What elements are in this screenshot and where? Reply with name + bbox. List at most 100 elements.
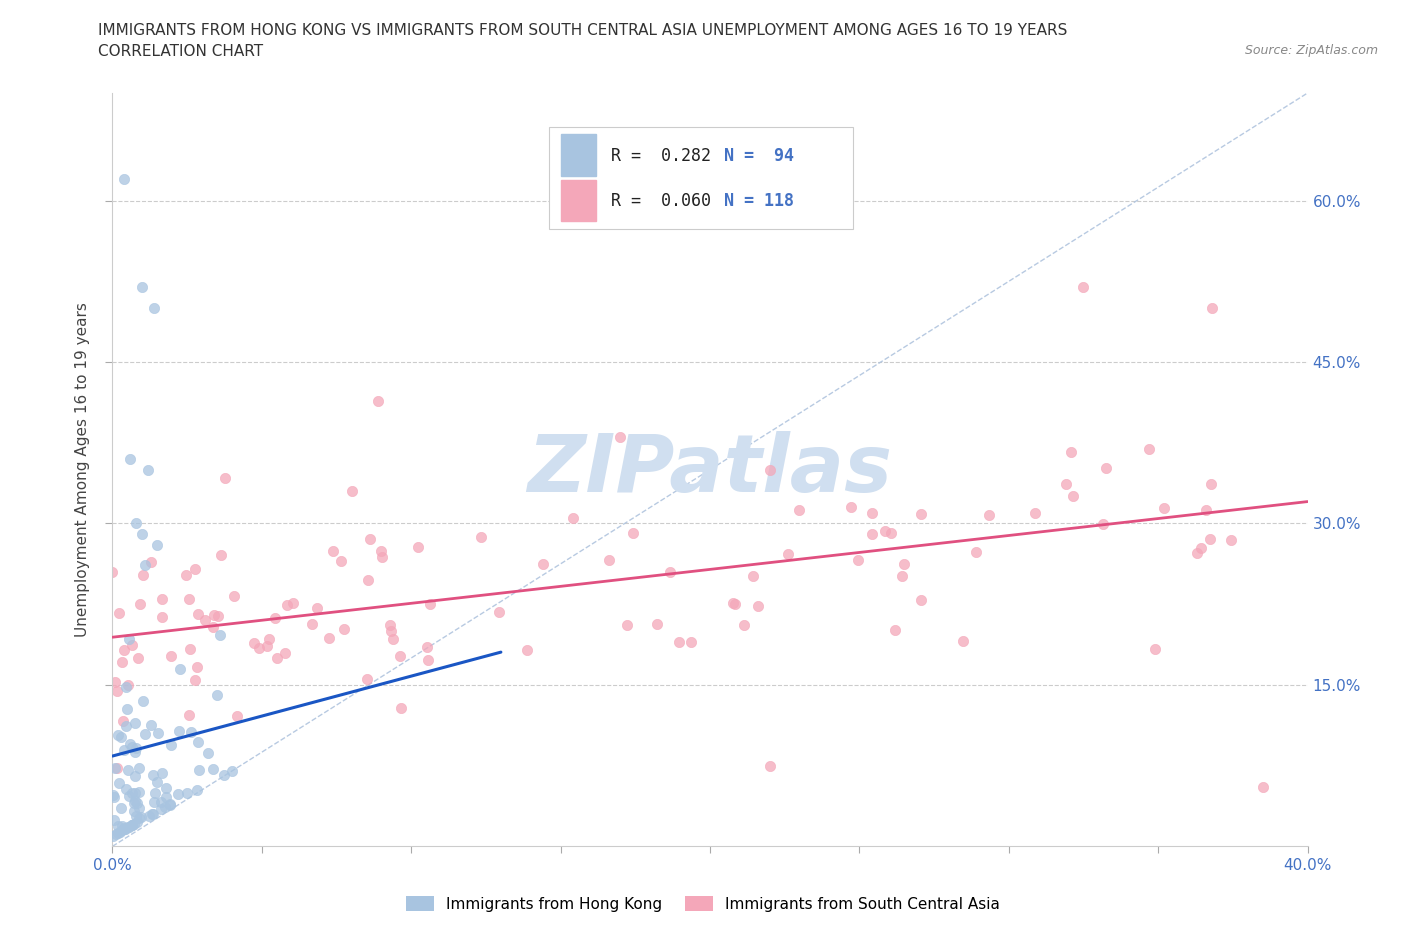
Point xyxy=(378,618,401,632)
Point xyxy=(122,796,145,811)
Point xyxy=(138,462,160,477)
Point xyxy=(128,760,150,775)
Point xyxy=(146,775,169,790)
Point xyxy=(121,817,143,832)
Point xyxy=(194,612,217,627)
Point xyxy=(222,589,245,604)
Point xyxy=(138,808,160,823)
Point xyxy=(121,817,143,832)
Point xyxy=(561,511,583,525)
Point xyxy=(276,597,298,612)
Point xyxy=(125,516,148,531)
Bar xyxy=(561,179,596,221)
Text: N =  94: N = 94 xyxy=(724,147,794,165)
Point xyxy=(724,596,747,611)
Point xyxy=(128,811,150,826)
Point xyxy=(860,506,883,521)
Point xyxy=(1060,445,1083,459)
Point xyxy=(891,569,914,584)
Point xyxy=(124,745,146,760)
Point xyxy=(1054,476,1077,491)
Point xyxy=(873,524,896,538)
Point xyxy=(187,735,209,750)
Point xyxy=(1189,540,1212,555)
Point xyxy=(167,724,190,738)
Point xyxy=(658,565,681,579)
Point xyxy=(121,817,143,832)
Text: IMMIGRANTS FROM HONG KONG VS IMMIGRANTS FROM SOUTH CENTRAL ASIA UNEMPLOYMENT AMO: IMMIGRANTS FROM HONG KONG VS IMMIGRANTS … xyxy=(98,23,1067,38)
Text: Source: ZipAtlas.com: Source: ZipAtlas.com xyxy=(1244,44,1378,57)
Point xyxy=(131,279,153,294)
Point xyxy=(186,782,208,797)
Point xyxy=(197,745,219,760)
Point xyxy=(124,786,146,801)
Point xyxy=(179,642,201,657)
Point xyxy=(388,648,411,663)
Point xyxy=(141,806,163,821)
Point xyxy=(112,743,135,758)
Point xyxy=(910,593,932,608)
Point xyxy=(723,596,745,611)
Point xyxy=(322,543,344,558)
Point xyxy=(107,728,129,743)
Point xyxy=(247,641,270,656)
Point xyxy=(101,828,124,843)
Point xyxy=(104,675,127,690)
Point xyxy=(778,546,800,561)
Point xyxy=(160,737,183,752)
Point xyxy=(142,795,165,810)
Point xyxy=(122,804,145,818)
Point xyxy=(214,471,236,485)
Point xyxy=(741,568,763,583)
Point xyxy=(357,572,380,587)
Point xyxy=(139,554,162,569)
Point xyxy=(107,761,129,776)
Point xyxy=(117,677,139,692)
Point xyxy=(177,591,200,606)
Point xyxy=(1251,779,1274,794)
Point xyxy=(225,709,247,724)
Point xyxy=(118,737,141,751)
Point xyxy=(125,740,148,755)
Point xyxy=(107,825,129,840)
Point xyxy=(103,788,125,803)
Point xyxy=(107,605,129,620)
Point xyxy=(129,597,152,612)
Point xyxy=(1201,300,1223,315)
Point xyxy=(893,556,915,571)
Point xyxy=(110,801,132,816)
Point xyxy=(114,680,136,695)
Point xyxy=(846,552,869,567)
Point xyxy=(159,796,181,811)
Point xyxy=(1062,489,1084,504)
Point xyxy=(176,786,198,801)
Point xyxy=(1094,460,1116,475)
Point xyxy=(1091,516,1114,531)
Point xyxy=(111,823,134,838)
Point xyxy=(880,526,903,541)
Point xyxy=(146,725,169,740)
Point xyxy=(733,618,755,632)
Point xyxy=(1198,531,1220,546)
Point xyxy=(117,820,139,835)
Point xyxy=(531,556,554,571)
Point xyxy=(187,606,209,621)
Point xyxy=(150,591,173,606)
Point xyxy=(380,624,402,639)
Point xyxy=(359,531,381,546)
Point xyxy=(150,609,173,624)
Point xyxy=(107,818,129,833)
Point xyxy=(159,648,181,663)
Point xyxy=(862,526,884,541)
Point xyxy=(340,484,363,498)
Point xyxy=(305,601,328,616)
Point xyxy=(208,628,231,643)
Point xyxy=(330,553,353,568)
Point xyxy=(155,790,177,804)
Point xyxy=(108,776,131,790)
Point xyxy=(176,567,198,582)
Point xyxy=(110,730,132,745)
Point xyxy=(111,818,134,833)
Point xyxy=(609,430,631,445)
Point xyxy=(281,596,304,611)
